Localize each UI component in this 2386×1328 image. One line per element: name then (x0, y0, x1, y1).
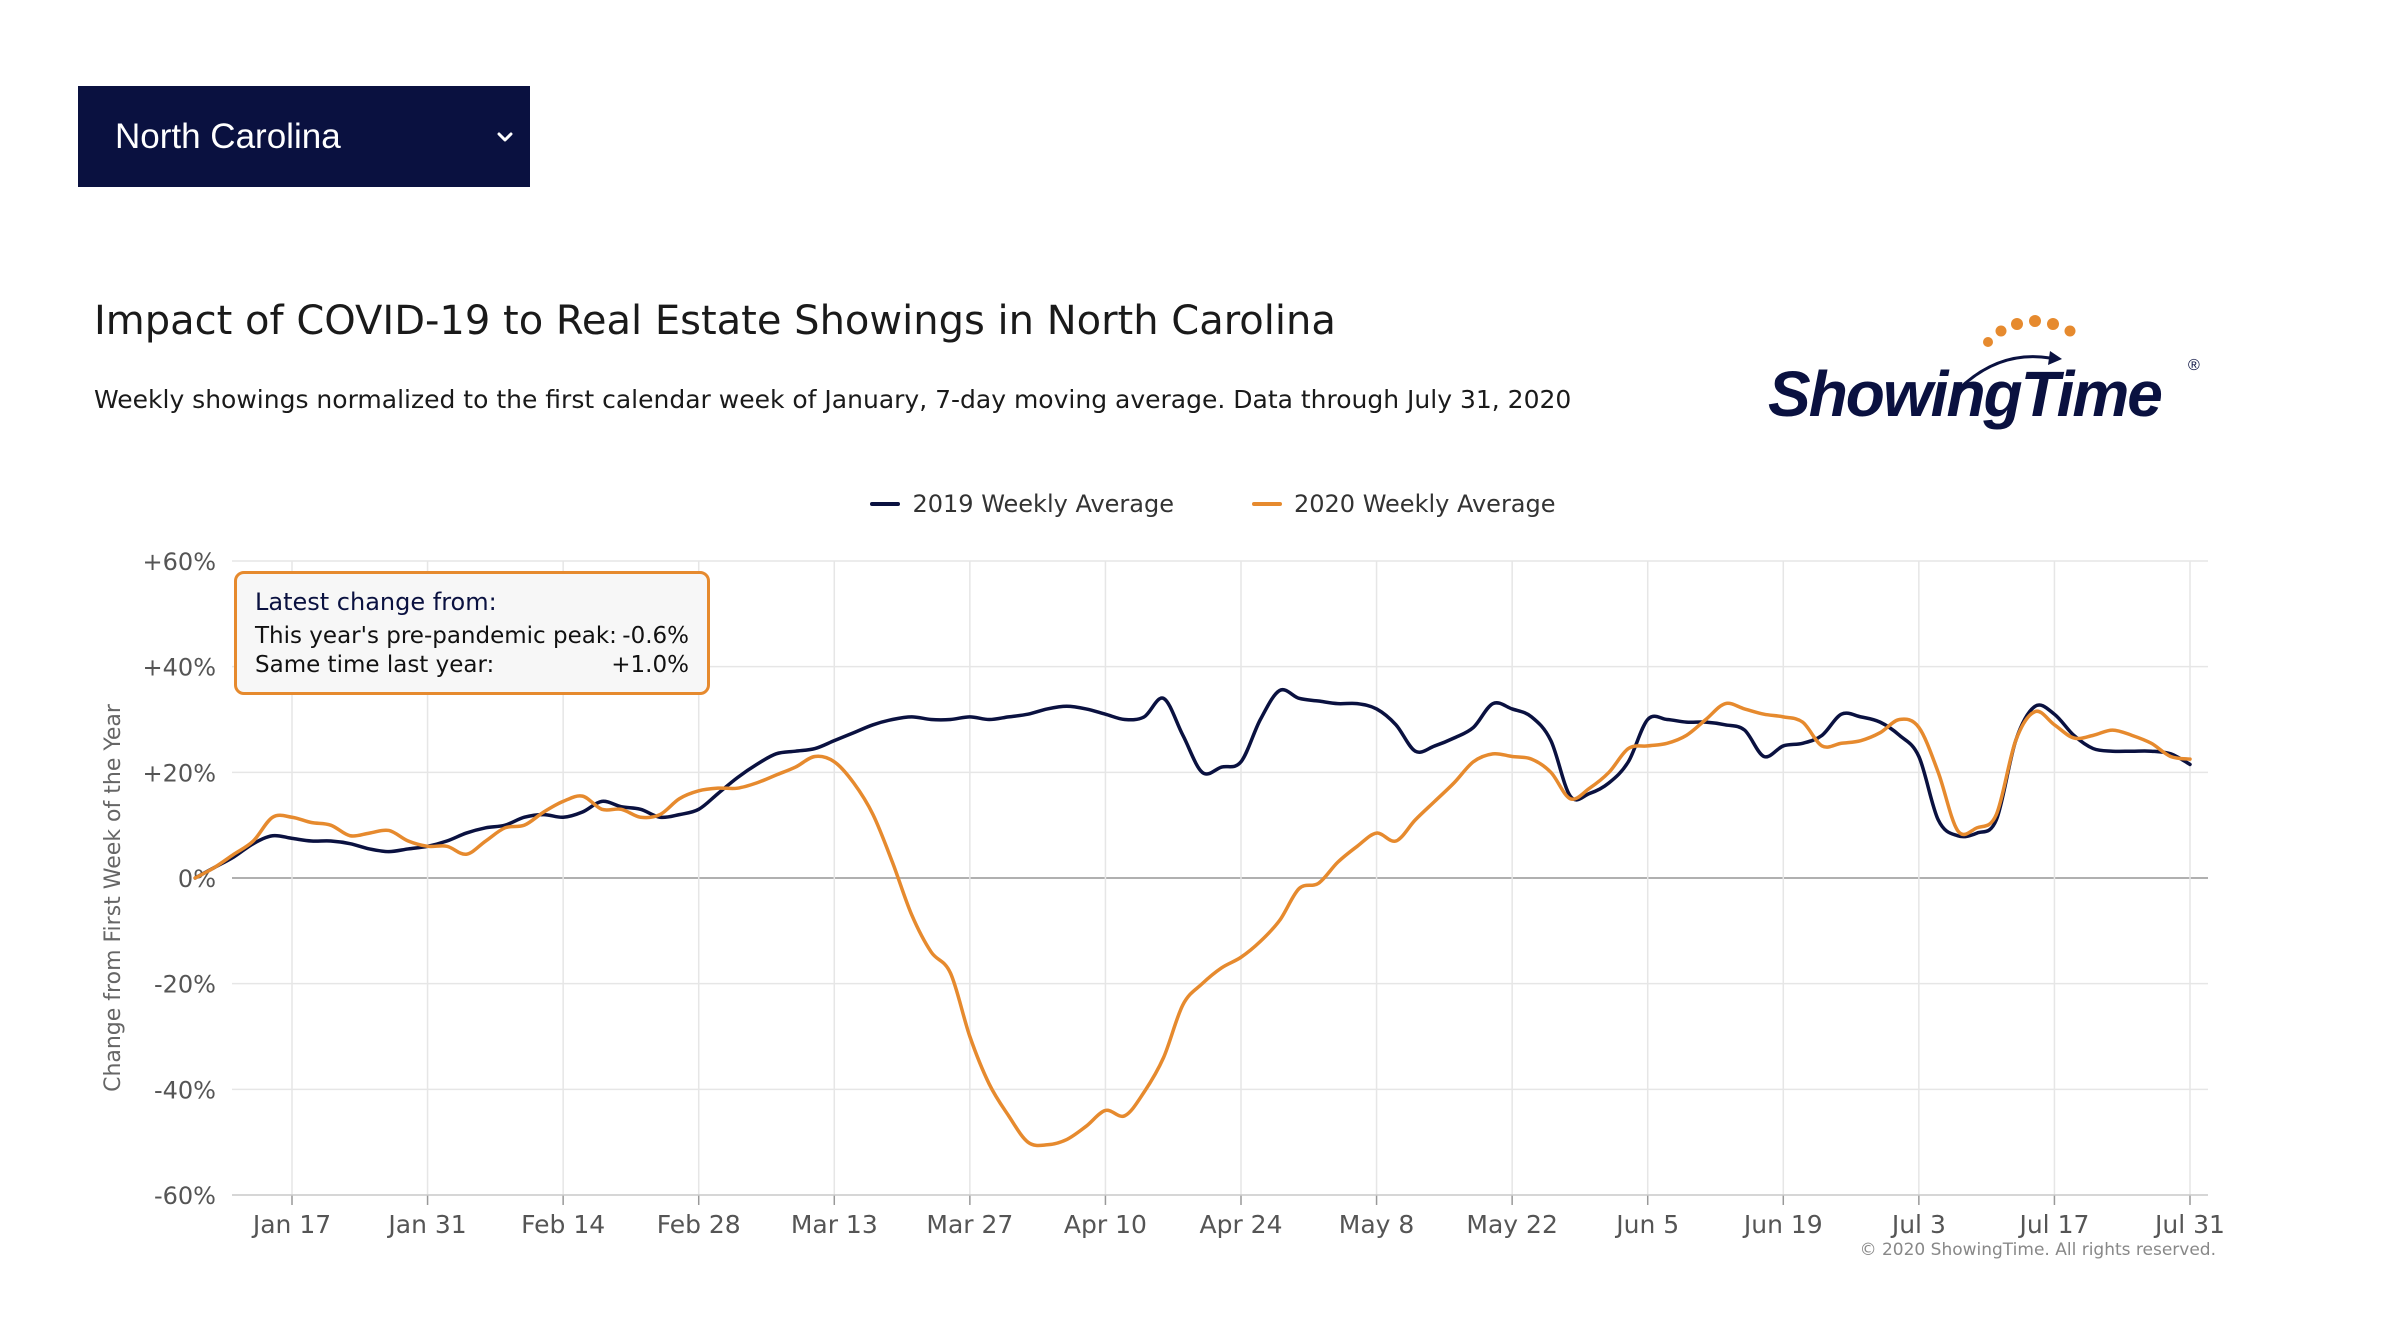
chart-subtitle: Weekly showings normalized to the first … (94, 385, 1572, 414)
series-line-2019[interactable] (193, 687, 2192, 880)
y-tick-label: +20% (143, 759, 216, 787)
state-select[interactable]: North Carolina (78, 86, 530, 187)
chart-title: Impact of COVID-19 to Real Estate Showin… (94, 298, 1336, 344)
latest-change-row: Same time last year: +1.0% (255, 651, 689, 680)
latest-change-heading: Latest change from: (255, 588, 497, 616)
latest-change-value: -0.6% (622, 623, 689, 649)
latest-change-value: +1.0% (611, 652, 689, 678)
latest-change-box: Latest change from: This year's pre-pand… (234, 571, 710, 695)
chevron-down-icon (497, 132, 513, 141)
x-tick-label: Feb 28 (657, 1210, 741, 1239)
latest-change-label: Same time last year: (255, 652, 495, 678)
x-tick-label: Mar 13 (791, 1210, 878, 1239)
legend-swatch-2019 (870, 502, 901, 506)
legend-label-2020: 2020 Weekly Average (1294, 490, 1556, 518)
x-tick-label: Jan 31 (386, 1210, 466, 1239)
legend-label-2019: 2019 Weekly Average (912, 490, 1174, 518)
x-tick-label: Apr 10 (1064, 1210, 1147, 1239)
chart-legend: 2019 Weekly Average 2020 Weekly Average (0, 490, 2386, 518)
latest-change-row: This year's pre-pandemic peak: -0.6% (255, 622, 689, 651)
x-tick-label: Jul 3 (1890, 1210, 1946, 1239)
x-tick-label: Feb 14 (521, 1210, 605, 1239)
y-tick-label: +60% (143, 548, 216, 576)
state-select-value: North Carolina (115, 116, 341, 156)
axes: -60%-40%-20%0%+20%+40%+60%Jan 17 Jan 31 Fe… (143, 548, 2225, 1239)
series-line-2020[interactable] (193, 701, 2192, 1148)
logo-arrow (1958, 351, 2062, 390)
x-tick-label: Apr 24 (1199, 1210, 1282, 1239)
legend-item-2020[interactable]: 2020 Weekly Average (1252, 490, 1556, 518)
x-tick-label: Jun 5 (1614, 1210, 1679, 1239)
y-tick-label: +40% (143, 654, 216, 682)
y-tick-label: -60% (154, 1182, 216, 1210)
x-tick-label: Mar 27 (926, 1210, 1013, 1239)
x-tick-label: Jul 17 (2017, 1210, 2089, 1239)
latest-change-label: This year's pre-pandemic peak: (255, 623, 617, 649)
x-tick-label: May 22 (1466, 1210, 1557, 1239)
logo-wordmark: ShowingTime (1768, 358, 2161, 430)
legend-item-2019[interactable]: 2019 Weekly Average (870, 490, 1174, 518)
y-axis-title: Change from First Week of the Year (101, 703, 126, 1092)
showingtime-logo: ShowingTime ® (1768, 315, 2200, 430)
x-tick-label: May 8 (1339, 1210, 1415, 1239)
x-tick-label: Jul 31 (2153, 1210, 2225, 1239)
logo-dots (1983, 315, 2076, 347)
x-tick-label: Jun 19 (1742, 1210, 1823, 1239)
y-tick-label: -20% (154, 971, 216, 999)
legend-swatch-2020 (1252, 502, 1282, 506)
copyright-notice: © 2020 ShowingTime. All rights reserved. (1859, 1240, 2216, 1260)
y-tick-label: -40% (154, 1076, 216, 1104)
logo-registered-mark: ® (2188, 357, 2200, 374)
x-tick-label: Jan 17 (251, 1210, 331, 1239)
series-lines (193, 687, 2192, 1148)
